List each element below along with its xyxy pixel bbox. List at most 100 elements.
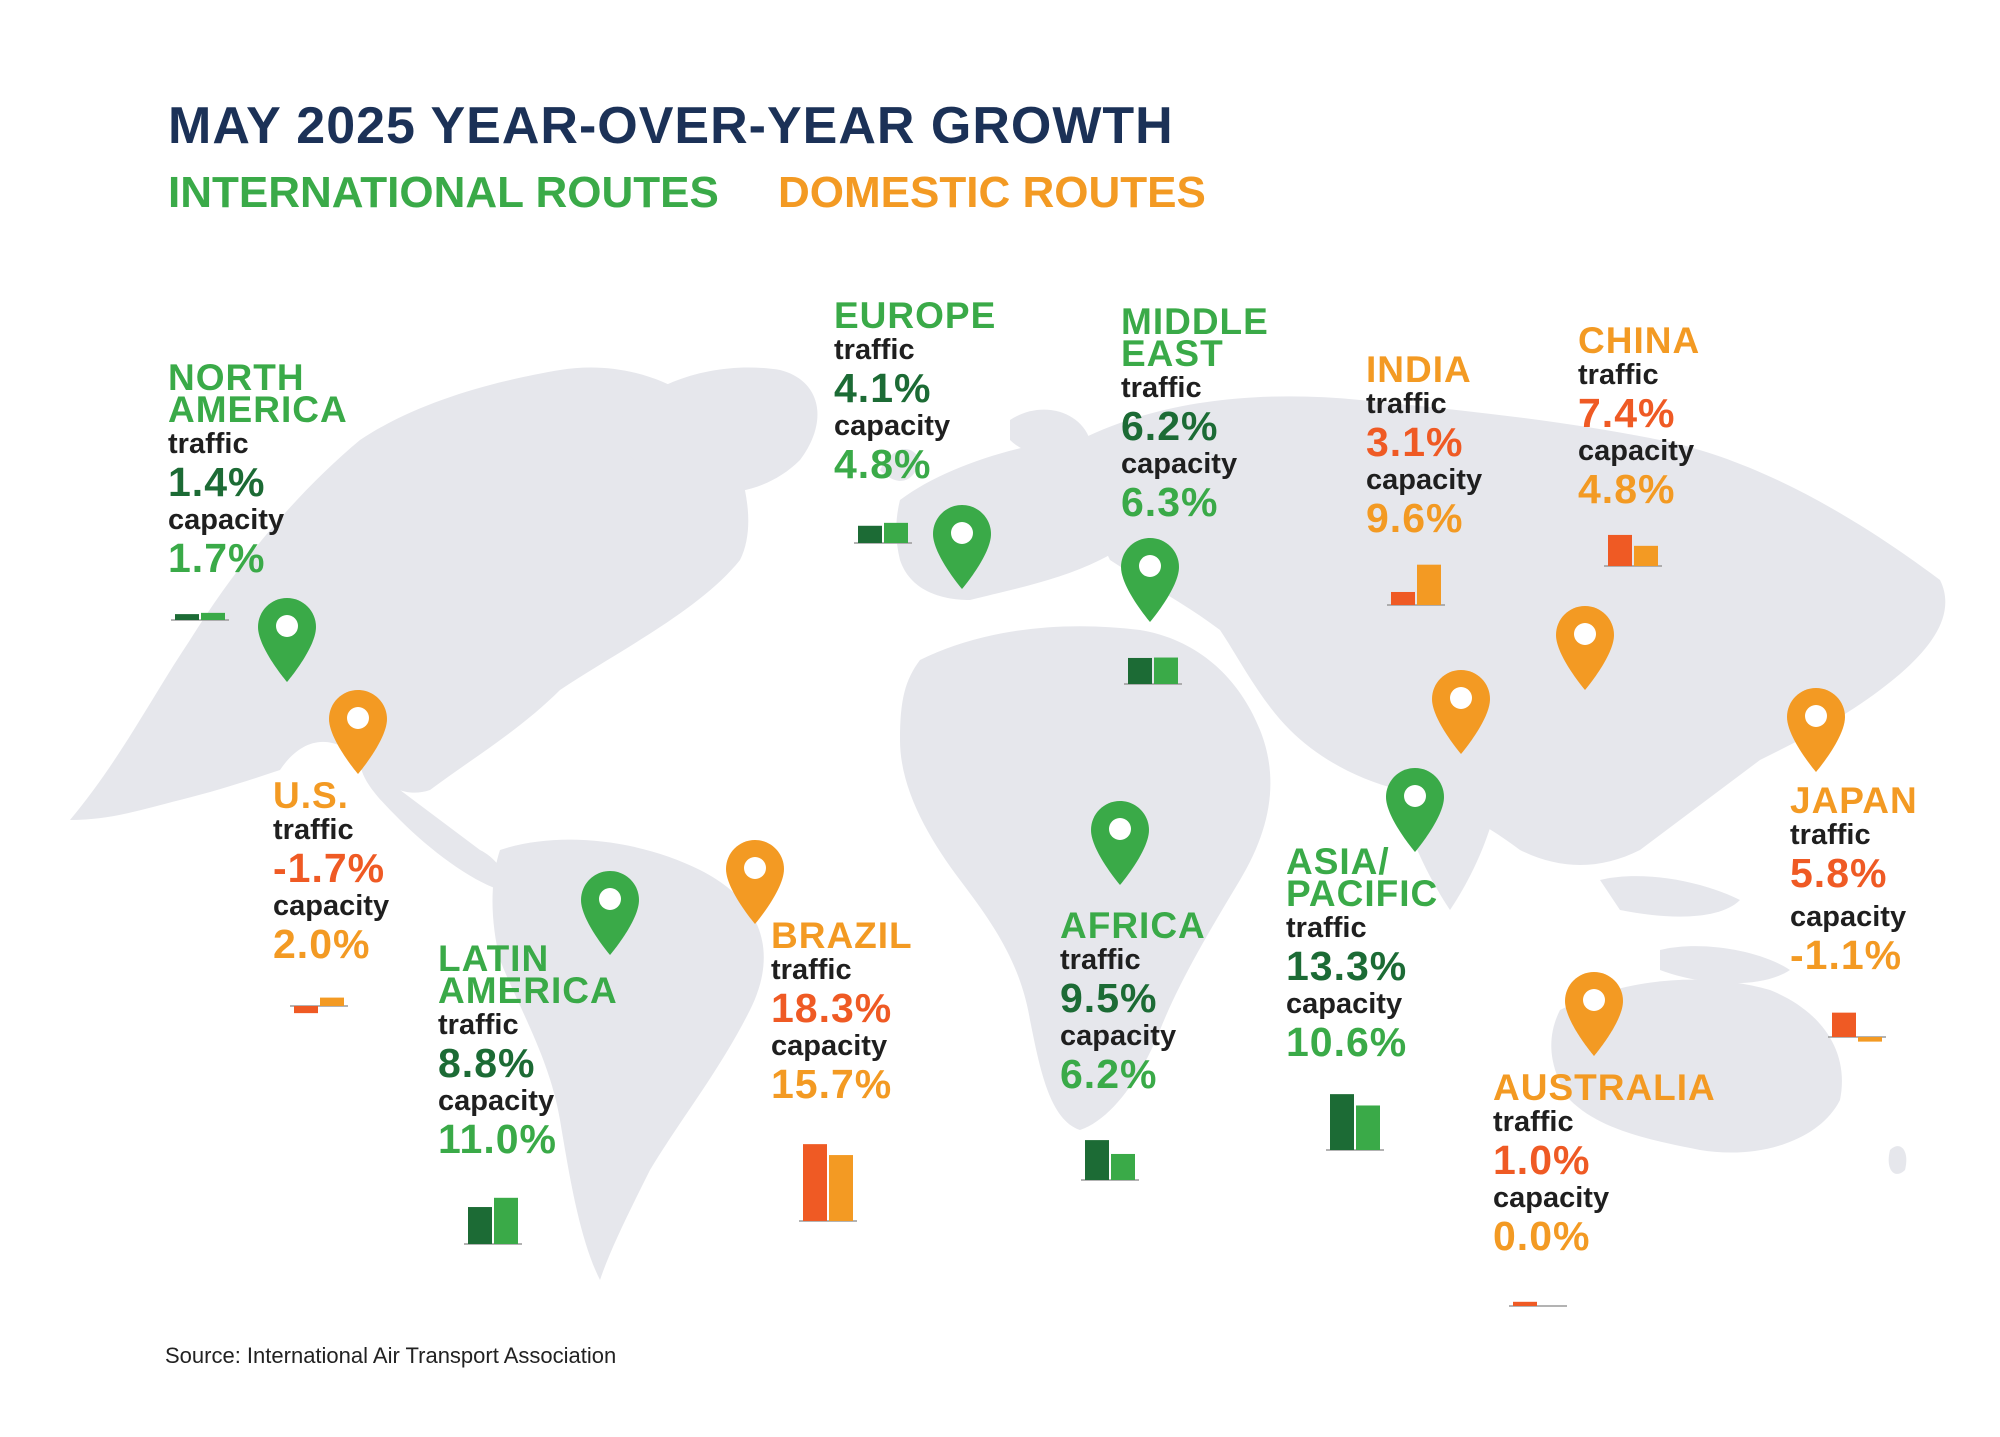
map-pin-icon — [1787, 688, 1845, 772]
traffic-value: 6.2% — [1121, 403, 1219, 449]
capacity-label: capacity — [1493, 1182, 1610, 1214]
traffic-bar — [1085, 1140, 1109, 1180]
region-brazil: BRAZIL traffic 18.3% capacity 15.7% — [771, 915, 913, 1107]
region-japan: JAPAN traffic 5.8% capacity -1.1% — [1790, 780, 1918, 978]
source-note: Source: International Air Transport Asso… — [165, 1343, 617, 1368]
region-china: CHINA traffic 7.4% capacity 4.8% — [1578, 322, 1700, 512]
traffic-label: traffic — [771, 954, 852, 986]
region-name: AUSTRALIA — [1493, 1067, 1716, 1108]
traffic-label: traffic — [834, 334, 915, 366]
capacity-bar — [494, 1197, 518, 1244]
capacity-value: 10.6% — [1286, 1019, 1408, 1065]
map-pin-icon — [1432, 670, 1490, 754]
traffic-value: 1.4% — [168, 459, 266, 505]
capacity-value: -1.1% — [1790, 932, 1903, 978]
capacity-bar — [1356, 1105, 1380, 1150]
capacity-value: 6.3% — [1121, 479, 1219, 525]
capacity-label: capacity — [771, 1030, 888, 1062]
traffic-label: traffic — [1790, 819, 1871, 851]
traffic-label: traffic — [1578, 359, 1659, 391]
region-name: JAPAN — [1790, 780, 1918, 821]
traffic-value: 9.5% — [1060, 975, 1158, 1021]
traffic-bar — [858, 525, 882, 543]
traffic-bar — [1330, 1094, 1354, 1150]
traffic-bar — [803, 1144, 827, 1221]
traffic-value: 18.3% — [771, 985, 893, 1031]
traffic-label: traffic — [1060, 944, 1141, 976]
region-africa: AFRICA traffic 9.5% capacity 6.2% — [1060, 905, 1206, 1097]
traffic-bar — [1513, 1301, 1537, 1306]
region-name: AFRICA — [1060, 905, 1206, 946]
map-pin-icon — [329, 690, 387, 774]
capacity-bar — [829, 1155, 853, 1221]
region-name: U.S. — [273, 775, 349, 816]
traffic-label: traffic — [168, 428, 249, 460]
traffic-label: traffic — [1366, 388, 1447, 420]
capacity-bar — [884, 522, 908, 543]
traffic-label: traffic — [438, 1009, 519, 1041]
region-name: ASIA/PACIFIC — [1286, 841, 1439, 914]
map-pin-icon — [581, 871, 639, 955]
capacity-bar — [1111, 1153, 1135, 1180]
map-pin-icon — [1121, 538, 1179, 622]
traffic-value: 8.8% — [438, 1040, 536, 1086]
traffic-label: traffic — [273, 814, 354, 846]
map-pin-icon — [1386, 768, 1444, 852]
traffic-label: traffic — [1493, 1106, 1574, 1138]
capacity-bar — [320, 997, 344, 1006]
region-name: EUROPE — [834, 295, 997, 336]
region-latin-america: LATIN AMERICA traffic 8.8% capacity 11.0% — [438, 940, 618, 1162]
capacity-label: capacity — [1366, 464, 1483, 496]
region-name: NORTH AMERICA — [168, 357, 348, 430]
traffic-label: traffic — [1121, 372, 1202, 404]
capacity-label: capacity — [834, 410, 951, 442]
capacity-bar — [1154, 657, 1178, 684]
region-us: U.S. traffic -1.7% capacity 2.0% — [273, 775, 390, 967]
capacity-value: 6.2% — [1060, 1051, 1158, 1097]
capacity-bar — [1634, 545, 1658, 566]
capacity-label: capacity — [1286, 988, 1403, 1020]
capacity-label: capacity — [168, 504, 285, 536]
capacity-value: 2.0% — [273, 921, 371, 967]
chart-title: MAY 2025 YEAR-OVER-YEAR GROWTH — [168, 97, 1174, 155]
capacity-value: 1.7% — [168, 535, 266, 581]
map-pin-icon — [258, 598, 316, 682]
capacity-label: capacity — [1060, 1020, 1177, 1052]
capacity-bar — [1858, 1037, 1882, 1042]
traffic-bar — [1391, 591, 1415, 605]
legend-international: INTERNATIONAL ROUTES — [168, 168, 719, 217]
region-europe: EUROPE traffic 4.1% capacity 4.8% — [834, 295, 997, 487]
map-pin-icon — [933, 505, 991, 589]
traffic-value: 1.0% — [1493, 1137, 1591, 1183]
region-name: INDIA — [1366, 349, 1472, 390]
traffic-value: 5.8% — [1790, 850, 1888, 896]
capacity-label: capacity — [1790, 901, 1907, 933]
capacity-label: capacity — [1121, 448, 1238, 480]
capacity-value: 11.0% — [438, 1116, 557, 1162]
traffic-label: traffic — [1286, 912, 1367, 944]
capacity-bar — [201, 612, 225, 620]
capacity-value: 4.8% — [834, 441, 932, 487]
region-north-america: NORTH AMERICA traffic 1.4% capacity 1.7% — [168, 357, 348, 581]
capacity-label: capacity — [438, 1085, 555, 1117]
traffic-bar — [294, 1006, 318, 1014]
traffic-bar — [468, 1207, 492, 1244]
capacity-value: 9.6% — [1366, 495, 1464, 541]
capacity-bar — [1417, 564, 1441, 605]
region-australia: AUSTRALIA traffic 1.0% capacity 0.0% — [1493, 1067, 1716, 1259]
traffic-value: -1.7% — [273, 845, 386, 891]
traffic-value: 4.1% — [834, 365, 932, 411]
map-pin-icon — [1556, 606, 1614, 690]
capacity-value: 15.7% — [771, 1061, 893, 1107]
traffic-bar — [1832, 1012, 1856, 1037]
capacity-label: capacity — [273, 890, 390, 922]
traffic-value: 13.3% — [1286, 943, 1408, 989]
region-name: BRAZIL — [771, 915, 913, 956]
map-pin-icon — [1091, 801, 1149, 885]
capacity-value: 4.8% — [1578, 466, 1676, 512]
traffic-bar — [1608, 534, 1632, 566]
capacity-value: 0.0% — [1493, 1213, 1591, 1259]
map-pin-icon — [726, 840, 784, 924]
region-asia-pacific: ASIA/PACIFIC traffic 13.3% capacity 10.6… — [1286, 841, 1439, 1065]
